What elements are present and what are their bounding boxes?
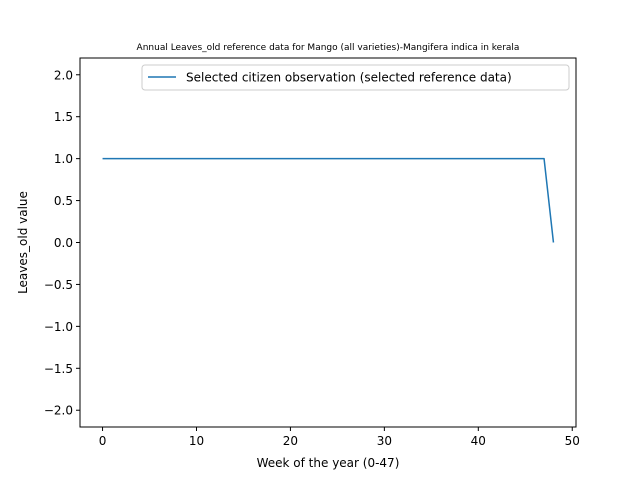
y-axis-label: Leaves_old value (16, 191, 30, 294)
y-tick-label: 0.5 (54, 194, 73, 208)
x-tick-label: 40 (471, 434, 486, 448)
x-tick-label: 50 (565, 434, 580, 448)
y-tick-label: −1.5 (44, 362, 73, 376)
y-tick-label: 0.0 (54, 236, 73, 250)
axis-ticks: 0 10 20 30 40 50 −2.0 −1.5 −1.0 −0.5 0.0 0.5 1.0 1.5 2… (44, 68, 580, 448)
x-tick-label: 20 (283, 434, 298, 448)
y-tick-label: −2.0 (44, 404, 73, 418)
x-tick-label: 0 (99, 434, 107, 448)
legend: Selected citizen observation (selected r… (141, 64, 570, 91)
plot-frame (79, 57, 577, 428)
chart-title: Annual Leaves_old reference data for Man… (137, 43, 520, 53)
y-tick-label: −0.5 (44, 278, 73, 292)
legend-label: Selected citizen observation (selected r… (186, 71, 512, 85)
y-tick-label: 2.0 (54, 68, 73, 82)
x-tick-label: 30 (377, 434, 392, 448)
y-tick-label: −1.0 (44, 320, 73, 334)
series-layer (102, 157, 555, 243)
x-tick-label: 10 (189, 434, 204, 448)
legend-box (141, 64, 570, 91)
series-line (102, 157, 555, 243)
x-axis-label: Week of the year (0-47) (257, 456, 400, 470)
y-tick-label: 1.5 (54, 110, 73, 124)
y-tick-label: 1.0 (54, 152, 73, 166)
